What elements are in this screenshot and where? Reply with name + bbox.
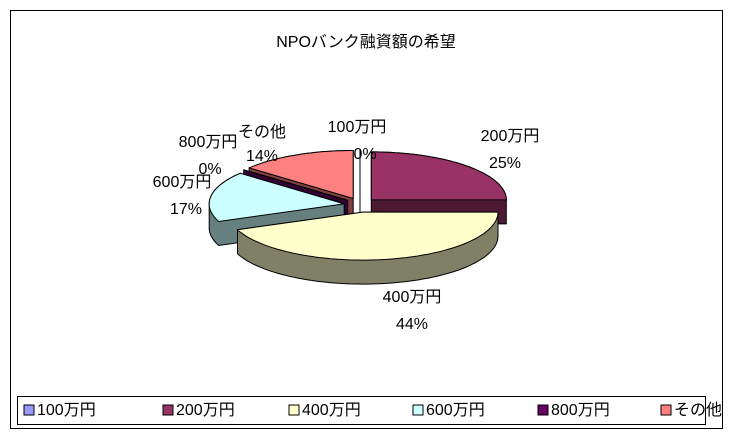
legend-swatch: [23, 404, 35, 416]
data-label: 17%: [170, 201, 202, 218]
data-label: 25%: [489, 155, 521, 172]
legend-box: [17, 396, 706, 425]
legend-swatch: [537, 404, 549, 416]
pie-slice: [243, 169, 348, 201]
legend-swatch: [660, 404, 672, 416]
legend-label: 800万円: [551, 402, 610, 419]
pie-slice: [236, 211, 499, 261]
legend-label: その他: [674, 401, 722, 419]
legend-label: 100万円: [37, 402, 96, 419]
data-label-category: 600万円: [153, 174, 212, 191]
data-label: 14%: [246, 148, 278, 165]
pie-slice: [247, 150, 354, 200]
legend-swatch: [412, 404, 424, 416]
data-label: 0%: [198, 161, 221, 178]
data-label-category: 100万円: [328, 119, 387, 136]
legend-label: 400万円: [302, 402, 361, 419]
data-label-category: 400万円: [383, 289, 442, 306]
data-label: 0%: [353, 146, 376, 163]
pie-slice: [370, 151, 507, 201]
data-label-category: その他: [238, 123, 286, 141]
pie-slice: [208, 172, 345, 223]
legend-label: 600万円: [426, 402, 485, 419]
data-label-category: 800万円: [179, 134, 238, 151]
data-label: 44%: [396, 316, 428, 333]
data-label-category: 200万円: [481, 128, 540, 145]
chart-title: NPOバンク融資額の希望: [276, 33, 455, 51]
legend-label: 200万円: [176, 402, 235, 419]
legend-swatch: [288, 404, 300, 416]
legend-swatch: [162, 404, 174, 416]
